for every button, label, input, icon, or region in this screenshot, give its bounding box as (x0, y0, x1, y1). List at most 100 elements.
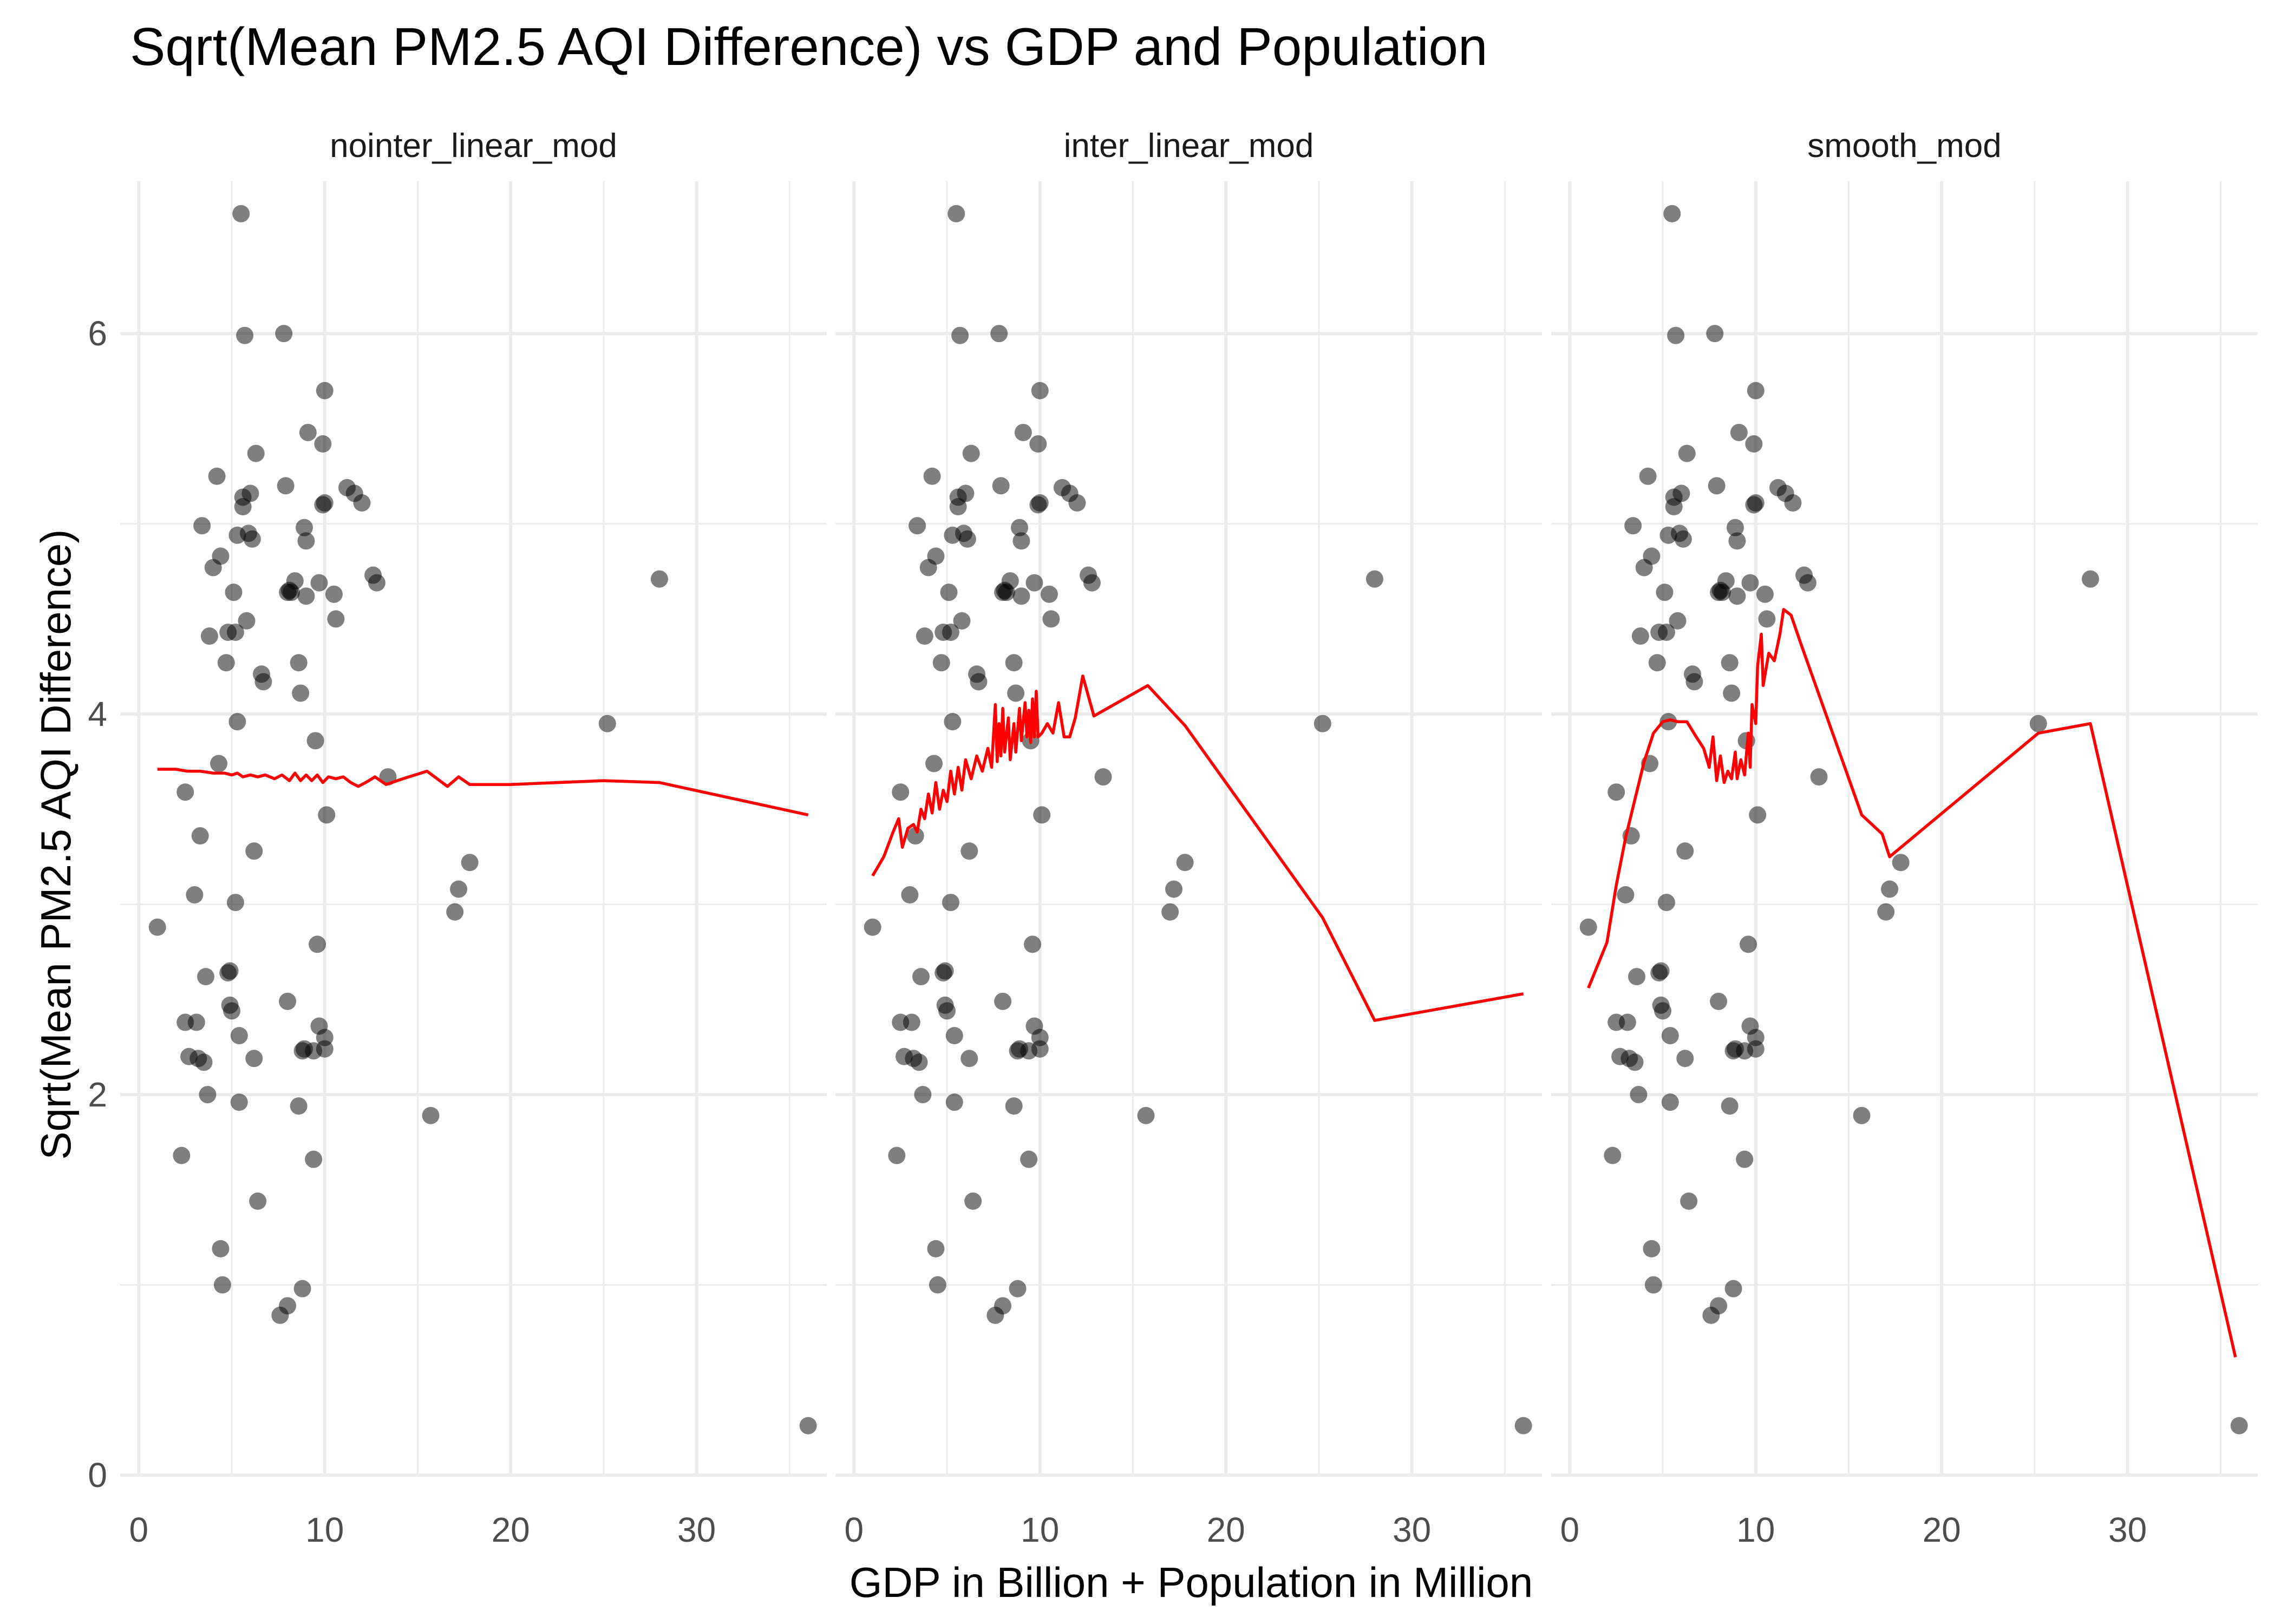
data-point (1758, 610, 1776, 628)
data-point (353, 494, 371, 512)
data-point (225, 584, 243, 601)
data-point (948, 205, 965, 222)
data-point (1661, 1027, 1679, 1045)
data-point (1656, 584, 1674, 601)
data-point (1674, 530, 1692, 548)
data-point (1010, 519, 1028, 536)
data-point (236, 326, 254, 344)
data-point (1736, 1150, 1754, 1168)
x-tick-label: 20 (1923, 1510, 1961, 1549)
data-point (299, 423, 317, 441)
data-point (295, 519, 313, 536)
data-points (148, 205, 817, 1435)
data-point (1680, 1192, 1698, 1210)
data-point (1579, 918, 1597, 936)
data-point (936, 962, 954, 980)
data-point (1012, 532, 1030, 550)
x-tick-label: 0 (845, 1510, 864, 1549)
data-point (1881, 880, 1899, 898)
data-point (1024, 935, 1042, 953)
model-line (871, 675, 1524, 1022)
data-point (238, 612, 256, 630)
data-point (1740, 935, 1757, 953)
data-point (932, 654, 950, 672)
data-point (1631, 627, 1649, 645)
data-point (310, 574, 328, 592)
data-point (1676, 1050, 1694, 1068)
data-point (1040, 585, 1058, 603)
data-point (1042, 610, 1060, 628)
data-point (1657, 623, 1675, 641)
data-point (957, 484, 975, 502)
data-point (1001, 572, 1019, 590)
data-point (230, 1027, 248, 1045)
data-point (927, 1240, 945, 1258)
data-point (461, 854, 479, 872)
data-point (191, 827, 209, 845)
data-point (208, 467, 226, 485)
facet-label: smooth_mod (1807, 127, 2001, 165)
data-point (316, 494, 334, 512)
data-point (187, 1013, 205, 1031)
data-point (1810, 768, 1828, 786)
data-point (2230, 1417, 2248, 1435)
data-point (945, 1027, 963, 1045)
data-point (1726, 519, 1744, 536)
data-point (1014, 423, 1032, 441)
data-point (1669, 612, 1687, 630)
data-point (234, 498, 252, 516)
data-point (1005, 654, 1023, 672)
major-gridlines (1551, 181, 2258, 1477)
panel-smooth_mod: smooth_mod 0 10 20 30 (1551, 127, 2258, 1549)
data-point (1029, 435, 1047, 453)
x-tick-label: 20 (492, 1510, 530, 1549)
data-point (1137, 1106, 1155, 1124)
data-point (286, 572, 304, 590)
data-point (1630, 1086, 1648, 1104)
data-point (964, 1192, 982, 1210)
data-point (1749, 806, 1767, 824)
data-points (1579, 205, 2248, 1435)
data-point (197, 968, 214, 986)
x-tick-label: 30 (677, 1510, 716, 1549)
data-point (245, 1050, 263, 1068)
data-point (1624, 517, 1642, 535)
y-tick-label: 2 (88, 1075, 107, 1114)
data-point (912, 968, 930, 986)
data-point (210, 755, 228, 772)
data-point (148, 918, 166, 936)
data-point (327, 610, 345, 628)
data-point (942, 623, 959, 641)
data-point (318, 806, 336, 824)
data-point (1721, 1097, 1739, 1115)
data-point (1728, 587, 1746, 605)
data-point (888, 1147, 906, 1164)
data-point (193, 517, 211, 535)
data-point (226, 894, 244, 912)
x-tick-label: 10 (1736, 1510, 1775, 1549)
data-point (1314, 715, 1331, 732)
data-point (1165, 880, 1183, 898)
data-point (1617, 886, 1635, 904)
data-point (1161, 903, 1179, 921)
data-point (279, 1297, 297, 1315)
data-point (910, 1053, 928, 1071)
data-point (1663, 205, 1681, 222)
data-point (960, 1050, 978, 1068)
data-point (232, 205, 250, 222)
data-point (1020, 1150, 1038, 1168)
data-point (1608, 783, 1625, 801)
data-point (990, 325, 1008, 343)
data-point (1005, 1097, 1023, 1115)
data-point (916, 627, 933, 645)
data-point (909, 517, 926, 535)
facet-label: nointer_linear_mod (330, 127, 617, 165)
data-point (368, 574, 385, 592)
data-point (213, 1276, 231, 1294)
y-tick-label: 6 (88, 314, 107, 353)
x-tick-label: 0 (129, 1510, 149, 1549)
x-tick-label: 10 (1021, 1510, 1059, 1549)
data-point (228, 713, 246, 731)
data-point (1514, 1417, 1532, 1435)
